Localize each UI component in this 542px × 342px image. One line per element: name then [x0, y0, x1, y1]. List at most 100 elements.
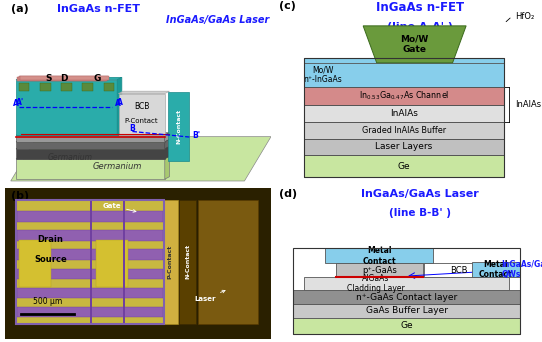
Bar — [293, 290, 520, 304]
Polygon shape — [119, 91, 170, 94]
Bar — [16, 200, 164, 324]
Text: (line B-B' ): (line B-B' ) — [389, 208, 451, 218]
Bar — [336, 263, 423, 277]
Bar — [82, 83, 93, 91]
Bar — [304, 139, 504, 155]
Text: Mo/W
n⁺-InGaAs: Mo/W n⁺-InGaAs — [303, 65, 342, 84]
Bar — [17, 231, 163, 241]
Text: InGaAs/GaAs: InGaAs/GaAs — [501, 259, 542, 268]
Bar — [17, 288, 163, 298]
Text: InGaAs n-FET: InGaAs n-FET — [376, 1, 464, 14]
Bar — [304, 122, 504, 139]
Polygon shape — [165, 133, 170, 142]
Bar — [16, 200, 164, 324]
Polygon shape — [11, 137, 271, 181]
Polygon shape — [165, 146, 170, 159]
Text: A: A — [114, 98, 120, 108]
Bar — [16, 135, 165, 142]
Text: Germanium: Germanium — [92, 162, 141, 171]
Text: (line A-A' ): (line A-A' ) — [387, 22, 453, 32]
Polygon shape — [16, 77, 122, 80]
Bar — [16, 80, 117, 135]
Text: Gate: Gate — [102, 202, 136, 212]
Polygon shape — [16, 133, 170, 135]
Text: n⁺-GaAs Contact layer: n⁺-GaAs Contact layer — [356, 293, 457, 302]
Bar — [304, 155, 504, 177]
Bar — [18, 240, 50, 287]
Text: GaAs Buffer Layer: GaAs Buffer Layer — [365, 306, 448, 315]
Text: BCB: BCB — [450, 266, 467, 275]
Text: D: D — [60, 74, 68, 83]
Bar — [293, 317, 520, 334]
Bar — [179, 200, 196, 324]
Text: N-Contact: N-Contact — [185, 244, 190, 279]
Bar — [325, 248, 434, 263]
Text: BCB: BCB — [134, 102, 150, 110]
Text: B': B' — [192, 131, 200, 140]
Bar — [472, 262, 520, 277]
Text: Germanium: Germanium — [48, 153, 93, 162]
Text: Drain: Drain — [37, 235, 63, 244]
Bar — [40, 83, 50, 91]
Bar — [20, 76, 109, 80]
Bar — [304, 63, 504, 87]
Bar — [119, 94, 165, 135]
Text: 500 μm: 500 μm — [33, 297, 62, 306]
Bar — [304, 277, 509, 290]
Text: p⁺-GaAs: p⁺-GaAs — [362, 266, 397, 275]
Bar — [18, 76, 108, 80]
Text: A: A — [14, 98, 20, 108]
Bar — [304, 58, 504, 177]
Bar — [304, 105, 504, 122]
Text: S: S — [45, 74, 51, 83]
Text: Metal
Contact: Metal Contact — [363, 246, 396, 265]
Text: QWs: QWs — [501, 270, 521, 279]
Text: ': ' — [18, 100, 21, 106]
Polygon shape — [16, 139, 170, 142]
Bar — [17, 307, 163, 317]
Text: P-Contact: P-Contact — [167, 245, 173, 279]
Text: A': A' — [16, 98, 24, 107]
Bar — [18, 83, 29, 91]
Text: (a): (a) — [11, 4, 29, 14]
Bar — [96, 240, 127, 287]
Text: AlGaAs
Cladding Layer: AlGaAs Cladding Layer — [347, 274, 404, 293]
Text: InAlAs: InAlAs — [515, 100, 541, 109]
Text: N-Contact: N-Contact — [176, 109, 181, 144]
Bar — [17, 250, 163, 260]
Text: P-Contact: P-Contact — [125, 118, 158, 124]
Text: HfO₂: HfO₂ — [515, 12, 534, 21]
Bar — [17, 77, 106, 81]
Bar — [293, 248, 520, 334]
Text: $\rm In_{0.53}Ga_{0.47}As$ Channel: $\rm In_{0.53}Ga_{0.47}As$ Channel — [359, 90, 449, 102]
Polygon shape — [16, 156, 170, 159]
Text: (c): (c) — [279, 1, 296, 11]
Polygon shape — [363, 26, 466, 63]
Bar — [293, 304, 520, 317]
Text: Ge: Ge — [400, 321, 413, 330]
Text: InAlAs: InAlAs — [390, 109, 418, 118]
Text: InGaAs/GaAs Laser: InGaAs/GaAs Laser — [166, 15, 269, 25]
Text: Mo/W
Gate: Mo/W Gate — [401, 35, 429, 54]
Text: (d): (d) — [279, 189, 297, 199]
Bar — [16, 142, 165, 149]
Text: A: A — [117, 98, 123, 107]
Bar — [104, 83, 114, 91]
Bar — [16, 159, 165, 179]
Polygon shape — [16, 146, 170, 149]
Bar — [16, 149, 165, 159]
Polygon shape — [165, 156, 170, 179]
Bar — [304, 87, 504, 105]
Text: G: G — [94, 74, 101, 83]
Polygon shape — [165, 139, 170, 149]
Bar — [424, 263, 493, 277]
Bar — [168, 92, 189, 161]
Text: InGaAs n-FET: InGaAs n-FET — [57, 4, 140, 14]
Text: Metal
Contact: Metal Contact — [479, 260, 513, 279]
Bar — [163, 200, 178, 324]
Text: Laser: Laser — [194, 290, 225, 302]
Bar — [18, 77, 107, 81]
Bar — [122, 200, 125, 324]
Bar — [61, 83, 72, 91]
Text: Source: Source — [34, 255, 67, 264]
